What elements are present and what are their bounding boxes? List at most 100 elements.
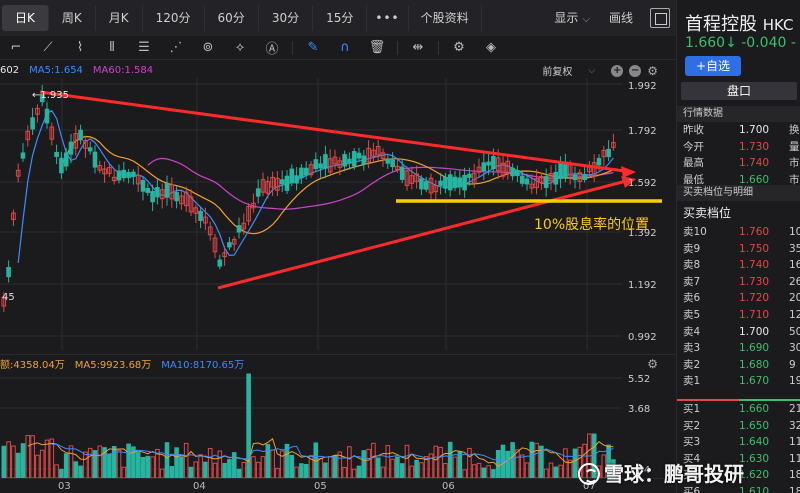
candle-body — [203, 216, 208, 224]
row-label: 买6 — [683, 486, 701, 493]
volume-bar — [611, 459, 616, 478]
text-icon[interactable]: Ⓐ — [265, 42, 279, 57]
volume-bar — [519, 454, 525, 478]
fan-icon[interactable]: ⟋ — [43, 40, 53, 55]
candle-body — [150, 191, 155, 203]
price-label: 1.192 — [628, 280, 657, 291]
row-volume: 市 — [789, 173, 800, 186]
magnet-icon[interactable]: ∩ — [340, 40, 350, 55]
tab-60min[interactable]: 60分 — [205, 5, 259, 31]
volume-bar — [486, 465, 491, 478]
tab-30min[interactable]: 30分 — [259, 5, 314, 31]
tab-15min[interactable]: 15分 — [313, 5, 368, 31]
volume-bar — [476, 462, 482, 478]
volume-bar — [491, 469, 496, 478]
draw-line-button[interactable]: 画线 — [608, 11, 633, 25]
candle-body — [611, 142, 616, 148]
candle-body — [390, 159, 395, 168]
row-volume: 32 — [789, 419, 800, 432]
volume-bar — [260, 456, 266, 478]
layers-icon[interactable]: ◈ — [486, 40, 496, 55]
volume-bar — [308, 455, 314, 478]
volume-settings-icon[interactable]: ⚙ — [647, 357, 658, 371]
ray-icon[interactable]: ⋰ — [169, 40, 183, 55]
row-label: 今开 — [683, 140, 704, 153]
candle-body — [30, 117, 35, 130]
zoom-out-icon[interactable]: − — [629, 64, 642, 77]
tab-month-k[interactable]: 月K — [96, 5, 143, 31]
tab-day-k[interactable]: 日K — [2, 5, 49, 31]
volume-bar — [59, 468, 64, 478]
volume-bar — [443, 463, 448, 478]
tab-pankou[interactable]: 盘口 — [681, 82, 797, 100]
polyline-icon[interactable]: ⌇ — [76, 40, 84, 55]
ask-row: 卖4 1.700 50 — [677, 324, 800, 340]
row-volume: 10 — [789, 226, 800, 238]
more-periods-button[interactable]: ••• — [367, 5, 409, 31]
candles — [1, 84, 616, 313]
month-label: 04 — [193, 481, 206, 492]
rectangle-icon[interactable]: ⌐ — [10, 40, 22, 55]
bid-row: 买6 1.610 18 — [677, 484, 800, 493]
add-watchlist-button[interactable]: +自选 — [685, 56, 741, 76]
candle-body — [222, 252, 227, 258]
upper-trendline-arrowhead — [621, 166, 636, 178]
zoom-in-icon[interactable]: + — [611, 64, 624, 77]
display-dropdown[interactable]: 显示 ⌵ — [541, 5, 596, 31]
parallel-icon[interactable]: ☰ — [138, 40, 150, 55]
tab-week-k[interactable]: 周K — [49, 5, 96, 31]
trash-icon[interactable]: 🗑 — [368, 40, 386, 55]
split-icon[interactable]: ⇹ — [412, 40, 424, 55]
candle-body — [539, 175, 544, 183]
candle-body — [135, 174, 141, 185]
row-label: 卖3 — [683, 342, 701, 355]
candle-body — [289, 168, 295, 184]
candle-body — [1, 296, 7, 307]
row-label: 卖8 — [683, 259, 701, 272]
volume-bar — [462, 469, 467, 478]
cycle-icon[interactable]: ⊚ — [202, 40, 214, 55]
quote-side-panel: 首程控股 HKC 1.660↓ -0.040 - +自选 盘口 行情数据 昨收 1… — [676, 0, 800, 493]
candle-body — [351, 151, 357, 167]
bid-row: 买4 1.630 11 — [677, 451, 800, 467]
candle-body — [159, 189, 165, 200]
volume-bar — [227, 459, 232, 478]
candle-body — [131, 171, 136, 177]
candle-body — [318, 163, 323, 169]
candle-body — [183, 191, 189, 207]
price-grid — [0, 78, 622, 350]
ma5-line — [17, 109, 614, 263]
volume-bar — [582, 443, 587, 478]
candle-body — [279, 179, 285, 185]
candle-body — [524, 178, 530, 185]
row-label: 买3 — [683, 436, 701, 449]
time-axis: 03 04 05 06 07 — [0, 478, 676, 493]
pen-icon[interactable]: ✎ — [307, 40, 319, 55]
row-volume: 11 — [789, 452, 800, 465]
candle-body — [207, 226, 213, 236]
candle-body — [260, 179, 266, 193]
candlestick-chart[interactable]: 10%股息率的位置 ←1.935 45 1.992 1.792 1.592 1.… — [0, 78, 676, 350]
volume-chart[interactable]: 5.52 3.68 1.84 — [0, 372, 676, 478]
candle-body — [174, 191, 179, 202]
row-volume: 19 — [789, 375, 800, 388]
snowball-logo-icon — [578, 463, 600, 485]
stock-price-change: 1.660↓ -0.040 - — [685, 35, 796, 51]
bars-icon[interactable]: ⦀ — [109, 40, 115, 55]
volume-bar — [548, 462, 554, 478]
settings-icon[interactable]: ⚙ — [453, 40, 465, 55]
volume-bar — [11, 445, 16, 478]
volume-bar — [395, 456, 400, 478]
tab-120min[interactable]: 120分 — [143, 5, 205, 31]
candle-body — [380, 152, 386, 160]
row-volume: 11 — [789, 436, 800, 449]
candle-body — [294, 175, 299, 184]
tab-stock-info[interactable]: 个股资料 — [409, 5, 482, 31]
ma20-line — [60, 135, 614, 235]
candle-body — [251, 202, 256, 209]
fork-icon[interactable]: ⟡ — [235, 40, 245, 55]
chart-settings-icon[interactable]: ⚙ — [647, 63, 658, 78]
candle-body — [126, 172, 131, 179]
adjust-dropdown[interactable]: 前复权 — [542, 67, 573, 78]
fullscreen-icon[interactable] — [650, 8, 670, 28]
